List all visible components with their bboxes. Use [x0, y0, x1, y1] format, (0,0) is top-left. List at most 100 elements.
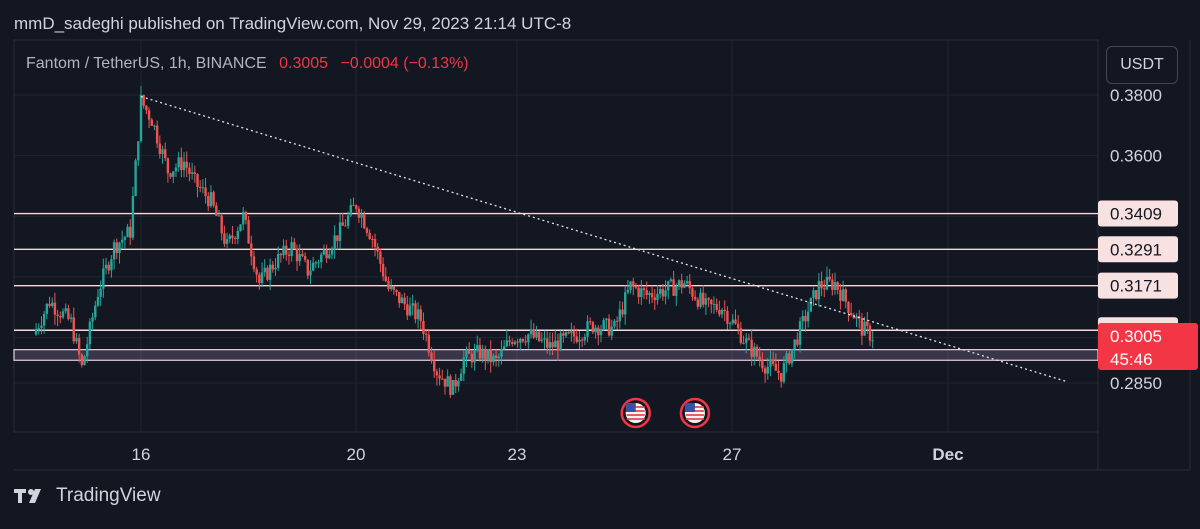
candle-body [540, 339, 544, 341]
candle-body [667, 281, 670, 291]
candle-body [747, 338, 751, 340]
candle-body [129, 226, 132, 238]
candle-body [462, 357, 465, 374]
candle-body [766, 366, 769, 374]
candle-body [521, 338, 525, 342]
candle-body [225, 239, 229, 244]
candle-body [640, 288, 643, 298]
candle-body [675, 286, 678, 296]
candle-body [395, 289, 398, 292]
candle-body [164, 149, 167, 159]
candle-body [615, 320, 619, 322]
x-tick-label: 23 [508, 445, 527, 464]
candle-body [492, 355, 495, 363]
candle-body [484, 348, 487, 361]
candle-body [207, 196, 210, 207]
candle-body [841, 289, 845, 301]
candle-body [438, 375, 441, 379]
candle-body [37, 328, 40, 330]
candle-body [381, 263, 385, 277]
candle-body [344, 225, 347, 227]
candle-body [435, 371, 439, 376]
candle-body [688, 281, 691, 289]
candle-body [150, 119, 153, 126]
candle-body [255, 269, 258, 275]
us-flag-event-icon[interactable] [620, 397, 651, 429]
candle-body [769, 359, 772, 367]
candle-body [497, 356, 500, 359]
candle-body [771, 359, 775, 364]
candle-body [613, 320, 616, 327]
candle-body [728, 323, 732, 325]
candle-body [180, 157, 183, 171]
candle-body [745, 338, 748, 343]
candle-body [424, 333, 428, 335]
candle-body [174, 167, 178, 172]
candle-body [575, 336, 578, 342]
candle-body [166, 158, 170, 174]
candle-body [580, 339, 584, 341]
candle-body [406, 304, 409, 316]
candle-body [459, 373, 463, 381]
candle-body [537, 331, 541, 341]
candle-body [279, 253, 283, 256]
candle-body [298, 254, 301, 262]
candle-body [147, 110, 151, 120]
candle-body [293, 242, 296, 249]
candle-body [75, 338, 78, 342]
candle-body [621, 309, 624, 315]
candle-body [774, 363, 778, 371]
candle-body [204, 187, 207, 197]
candle-body [634, 286, 638, 288]
us-flag-part [684, 403, 695, 412]
us-flag-event-icon[interactable] [679, 397, 711, 429]
candle-body [112, 242, 116, 260]
candle-body [120, 239, 124, 243]
candle-body [239, 224, 242, 231]
candle-body [543, 338, 546, 340]
candle-body [336, 235, 339, 242]
candle-body [545, 338, 549, 348]
level-price-label: 0.3171 [1110, 277, 1162, 296]
candle-body [599, 329, 603, 336]
candle-body [828, 276, 831, 280]
tradingview-logo[interactable]: TradingView [14, 485, 161, 507]
candle-body [758, 356, 761, 361]
candle-body [624, 292, 627, 315]
candle-body [42, 313, 46, 326]
candle-body [223, 233, 226, 244]
candle-body [457, 380, 460, 387]
candle-body [693, 296, 697, 300]
candle-body [252, 256, 256, 270]
candle-body [780, 373, 783, 382]
candle-body [648, 293, 651, 295]
brand-name: TradingView [56, 485, 161, 506]
candle-body [427, 334, 431, 353]
candle-body [290, 242, 293, 256]
candle-body [384, 276, 387, 282]
candle-body [368, 232, 371, 239]
candle-body [712, 303, 716, 305]
candle-body [365, 228, 369, 233]
candle-body [564, 332, 568, 336]
candle-body [664, 290, 667, 297]
level-price-tag [1098, 236, 1178, 263]
candle-body [346, 215, 350, 226]
candle-body [739, 328, 743, 344]
candle-body [276, 253, 280, 268]
candle-body [699, 292, 702, 307]
candle-body [629, 281, 632, 290]
candle-body [605, 318, 608, 321]
candle-body [871, 340, 874, 342]
candle-body [212, 192, 215, 206]
candle-body [847, 301, 850, 313]
candle-body [589, 321, 592, 323]
candle-body [777, 370, 780, 374]
candle-body [295, 248, 299, 262]
candle-body [430, 352, 433, 362]
candle-body [263, 267, 266, 273]
candle-body [820, 281, 823, 289]
currency-button[interactable]: USDT [1106, 46, 1178, 84]
